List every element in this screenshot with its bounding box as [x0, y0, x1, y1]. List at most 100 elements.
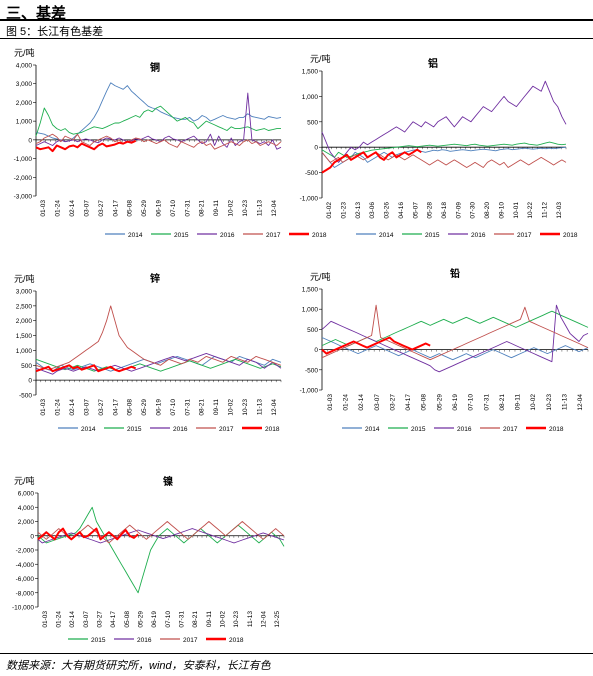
- x-tick-label: 10-02: [220, 611, 227, 628]
- x-tick-label: 05-29: [141, 200, 148, 217]
- y-tick-label: -10,000: [12, 605, 34, 612]
- x-tick-label: 10-02: [228, 200, 235, 217]
- chart-title: 镍: [163, 475, 173, 488]
- series-line-2014: [321, 146, 567, 168]
- y-tick-label: -4,000: [16, 562, 35, 569]
- x-tick-label: 12-03: [556, 202, 563, 219]
- legend-label-2015: 2015: [127, 426, 142, 433]
- x-tick-label: 01-23: [341, 202, 348, 219]
- x-tick-label: 07-31: [184, 200, 191, 217]
- y-unit-label: 元/吨: [14, 47, 35, 58]
- chart-title: 铝: [428, 57, 438, 70]
- y-tick-label: -1,000: [300, 196, 319, 203]
- y-tick-label: -6,000: [16, 576, 35, 583]
- y-tick-label: 1,000: [302, 94, 319, 101]
- x-tick-label: 11-13: [256, 200, 263, 217]
- y-unit-label: 元/吨: [310, 53, 331, 64]
- x-tick-label: 05-29: [141, 399, 148, 416]
- y-tick-label: 1,000: [302, 307, 319, 314]
- legend-label-2014: 2014: [379, 232, 394, 239]
- series-line-2015: [37, 506, 285, 594]
- x-tick-label: 03-07: [83, 200, 90, 217]
- series-line-2018: [37, 527, 139, 541]
- x-tick-label: 01-24: [55, 200, 62, 217]
- series-line-2014: [321, 337, 589, 361]
- x-tick-label: 09-11: [515, 394, 522, 411]
- y-tick-label: 0: [30, 533, 34, 540]
- chart-title: 铅: [450, 267, 460, 280]
- x-tick-label: 08-21: [192, 611, 199, 628]
- x-tick-label: 03-26: [384, 202, 391, 219]
- y-tick-label: -500: [305, 367, 318, 374]
- y-tick-label: -2,000: [14, 175, 33, 182]
- y-tick-label: -1,000: [14, 156, 33, 163]
- page-header: 三、基差 图 5：长江有色基差: [0, 0, 593, 40]
- y-tick-label: -3,000: [14, 194, 33, 201]
- x-tick-label: 06-19: [156, 200, 163, 217]
- x-tick-label: 01-02: [326, 202, 333, 219]
- x-tick-label: 01-24: [342, 394, 349, 411]
- legend-label-2018: 2018: [229, 637, 244, 644]
- x-tick-label: 08-21: [199, 200, 206, 217]
- y-tick-label: 0: [314, 145, 318, 152]
- x-tick-label: 01-03: [327, 394, 334, 411]
- x-tick-label: 10-22: [527, 202, 534, 219]
- legend-label-2015: 2015: [411, 426, 426, 433]
- y-tick-label: -1,000: [300, 388, 319, 395]
- legend-label-2014: 2014: [365, 426, 380, 433]
- legend-label-2017: 2017: [219, 426, 234, 433]
- y-unit-label: 元/吨: [14, 475, 35, 486]
- series-line-2018: [35, 139, 137, 153]
- legend-label-2016: 2016: [137, 637, 152, 644]
- series-line-2017: [321, 151, 567, 168]
- series-line-2018: [35, 364, 137, 373]
- y-tick-label: 0: [314, 347, 318, 354]
- x-tick-label: 01-03: [42, 611, 49, 628]
- x-tick-label: 05-07: [412, 202, 419, 219]
- x-tick-label: 01-03: [40, 200, 47, 217]
- series-line-2016: [35, 352, 282, 375]
- caption-divider: [0, 38, 593, 39]
- y-tick-label: 1,500: [302, 287, 319, 294]
- x-tick-label: 10-23: [242, 399, 249, 416]
- y-tick-label: 3,000: [16, 81, 33, 88]
- y-tick-label: 1,500: [16, 333, 33, 340]
- y-tick-label: 500: [21, 363, 32, 370]
- y-unit-label: 元/吨: [310, 271, 331, 282]
- y-tick-label: 6,000: [18, 491, 35, 498]
- x-tick-label: 09-10: [498, 202, 505, 219]
- y-tick-label: 2,000: [18, 519, 35, 526]
- legend-label-2014: 2014: [128, 232, 143, 239]
- x-tick-label: 12-04: [271, 399, 278, 416]
- copper-basis-chart: 元/吨铜 -3,000 -2,000 -1,000 0 1,000 2,000 3,000 4,…: [14, 47, 327, 239]
- legend-label-2015: 2015: [174, 232, 189, 239]
- chart-title: 锌: [150, 272, 160, 285]
- y-tick-label: 0: [28, 378, 32, 385]
- legend-label-2018: 2018: [312, 232, 327, 239]
- x-tick-label: 07-10: [170, 399, 177, 416]
- x-tick-label: 07-10: [165, 611, 172, 628]
- x-tick-label: 11-12: [541, 202, 548, 219]
- x-tick-label: 04-17: [112, 399, 119, 416]
- legend-label-2017: 2017: [517, 232, 532, 239]
- x-tick-label: 06-19: [452, 394, 459, 411]
- zinc-basis-chart: 元/吨 锌 -500 0 500 1,000 1,500 2,000 2,500 3,000 01-…: [14, 272, 282, 433]
- nickel-basis-chart: 元/吨 镍 -10,000 -8,000 -6,000 -4,000 -2,000 0 2,00…: [12, 475, 285, 644]
- x-tick-label: 03-27: [98, 399, 105, 416]
- series-line-2015: [35, 105, 281, 137]
- series-line-2016: [321, 80, 567, 163]
- legend-label-2018: 2018: [549, 426, 564, 433]
- x-tick-label: 08-20: [484, 202, 491, 219]
- x-tick-label: 03-07: [83, 611, 90, 628]
- x-tick-label: 04-17: [112, 200, 119, 217]
- x-tick-label: 03-07: [374, 394, 381, 411]
- y-tick-label: 1,500: [302, 69, 319, 76]
- y-tick-label: 0: [28, 137, 32, 144]
- y-tick-label: 1,000: [16, 348, 33, 355]
- legend-label-2014: 2014: [81, 426, 96, 433]
- footer-divider: [0, 653, 593, 654]
- series-line-2016: [321, 304, 589, 373]
- y-tick-label: 500: [307, 119, 318, 126]
- x-tick-label: 12-25: [274, 611, 281, 628]
- y-unit-label: 元/吨: [14, 273, 35, 284]
